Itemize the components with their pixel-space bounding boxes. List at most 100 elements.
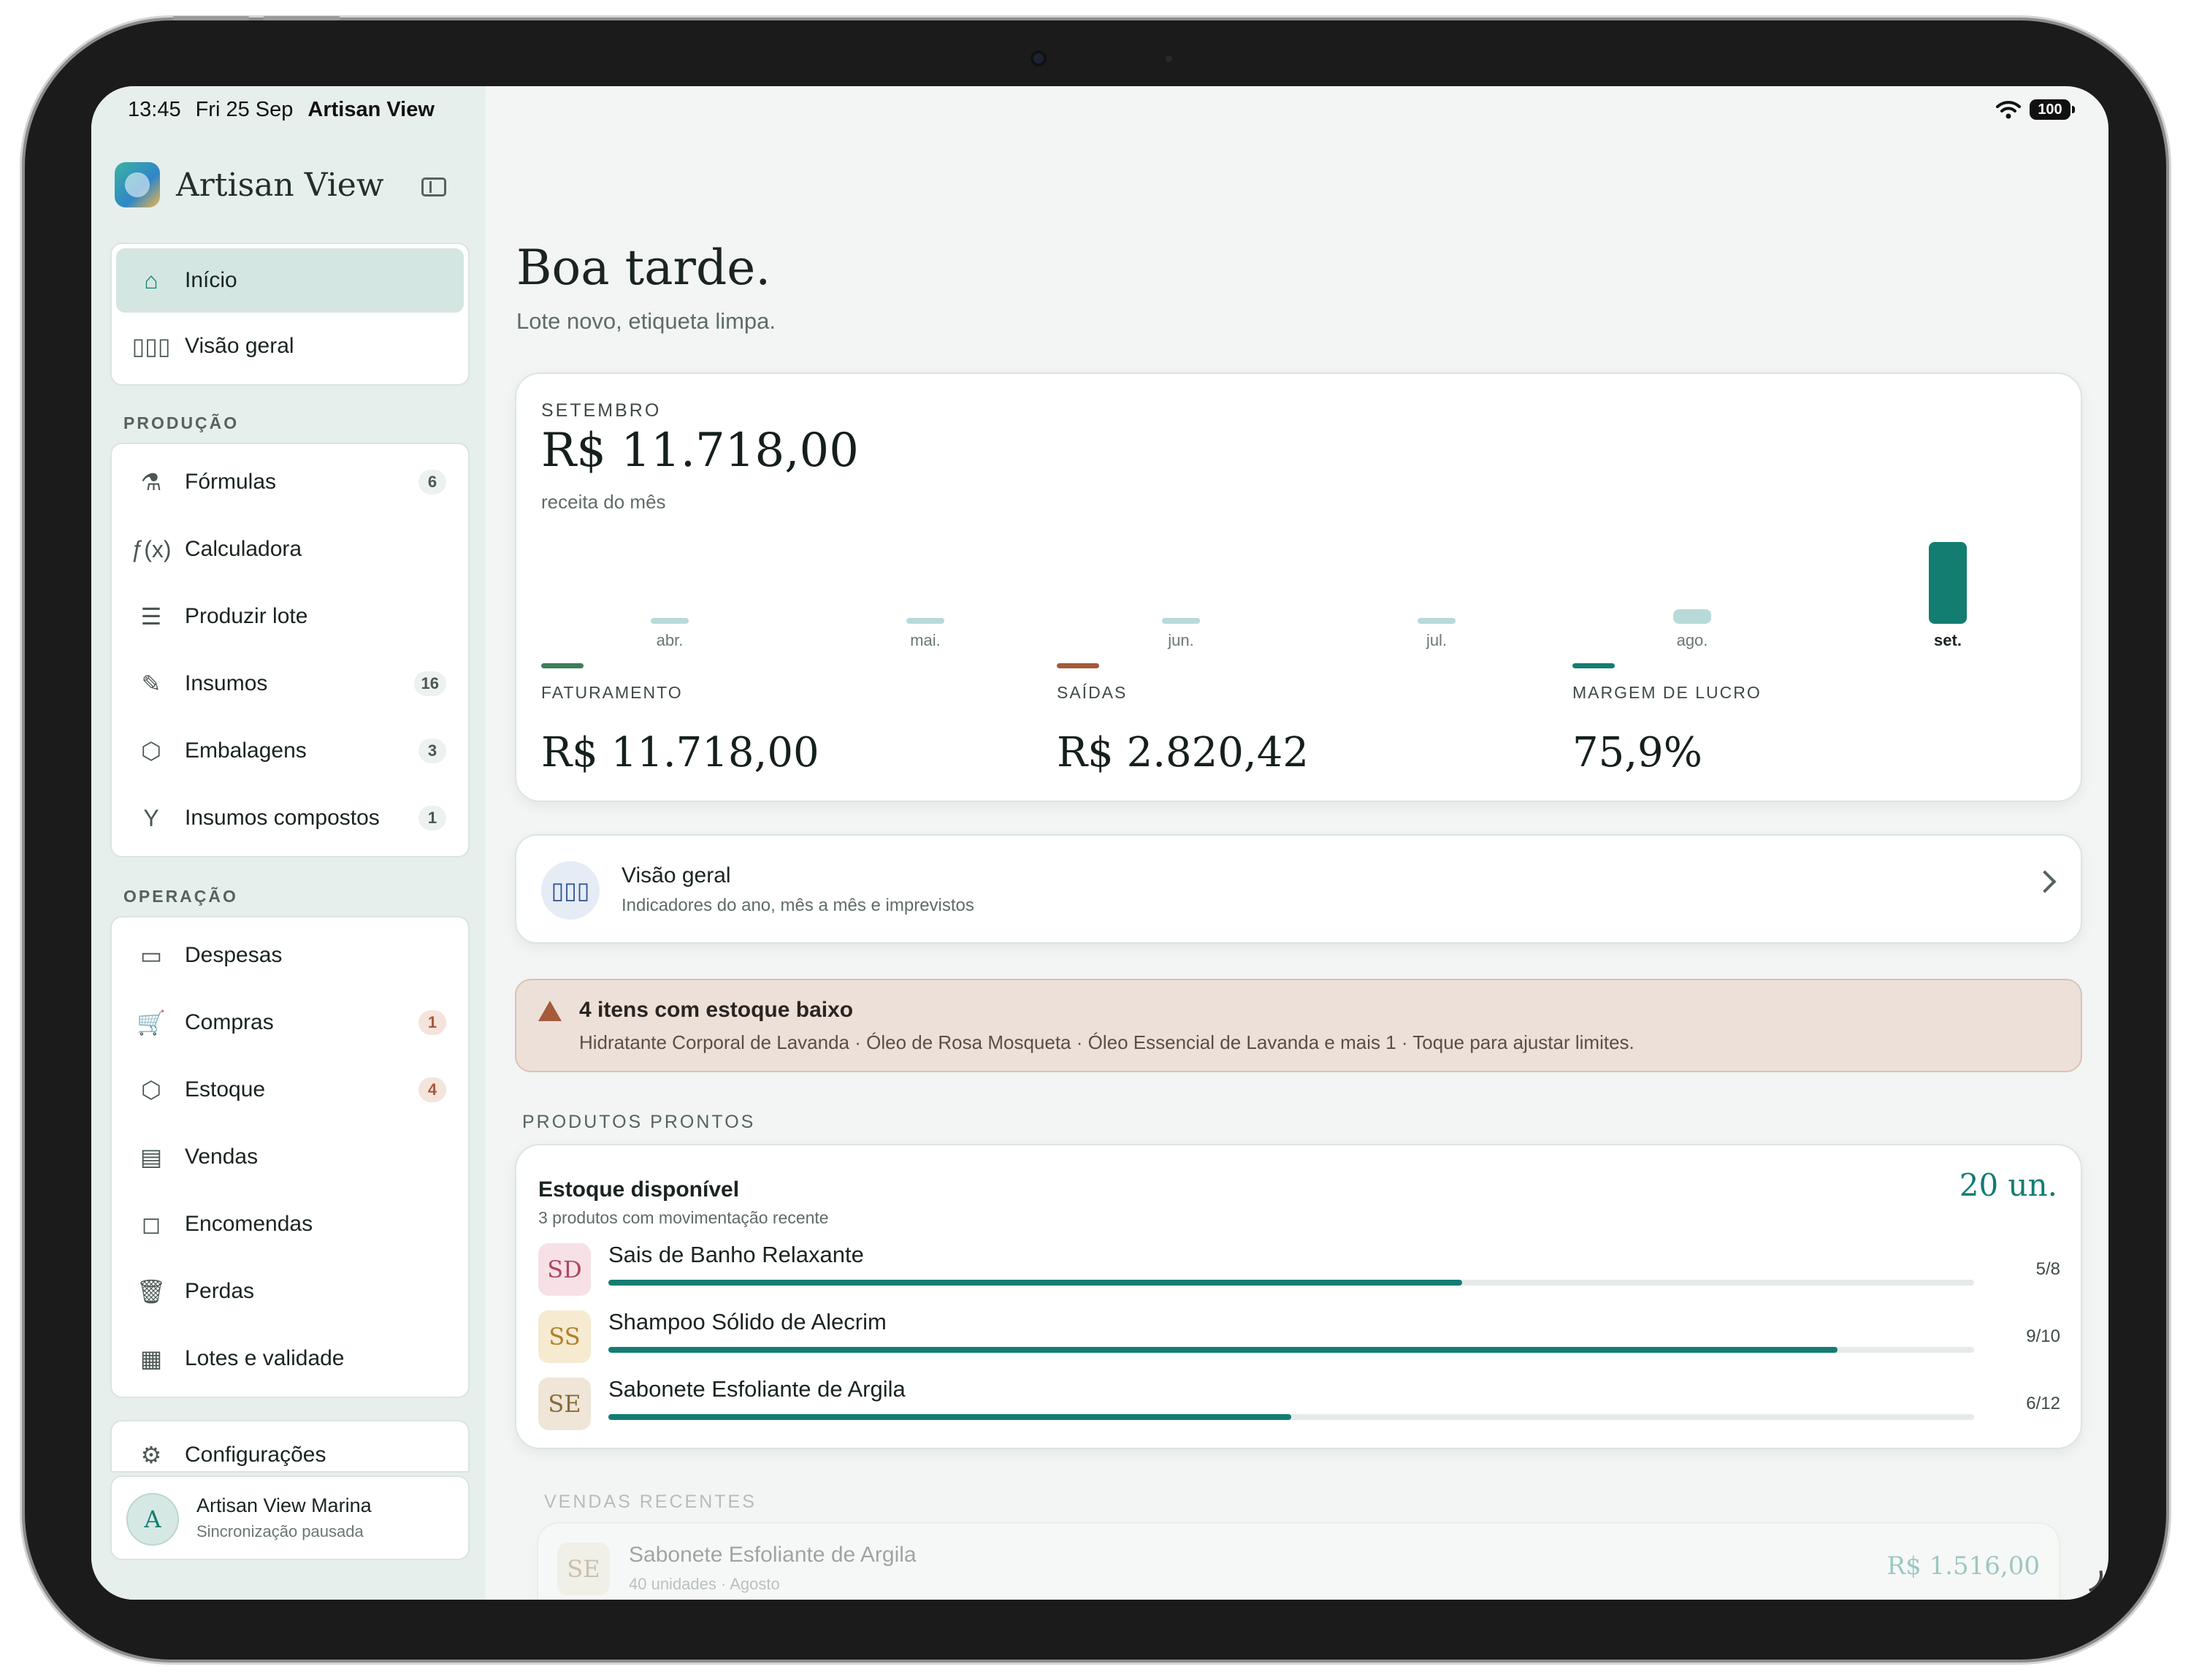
- sidebar-item-label: Produzir lote: [185, 604, 308, 628]
- wifi-icon: [1996, 101, 2021, 119]
- chart-x-label: set.: [1934, 631, 1962, 649]
- chart-bar: [1929, 542, 1967, 624]
- stat-label: FATURAMENTO: [541, 683, 683, 702]
- sidebar-item-label: Configurações: [185, 1443, 326, 1467]
- sidebar-item-insumos[interactable]: ✎ Insumos 16: [116, 650, 464, 717]
- overview-subtitle: Indicadores do ano, mês a mês e imprevis…: [622, 896, 974, 915]
- revenue-chart: abr. mai. jun. jul. ago. set.: [516, 520, 2081, 652]
- app-logo-icon: [115, 162, 160, 207]
- stat-faturamento: FATURAMENTO R$ 11.718,00: [541, 663, 819, 776]
- count-badge: 1: [418, 806, 446, 831]
- sidebar-item-despesas[interactable]: ▭ Despesas: [116, 922, 464, 989]
- alert-title: 4 itens com estoque baixo: [579, 998, 854, 1022]
- sidebar-item-perdas[interactable]: 🗑 Perdas: [116, 1258, 464, 1325]
- brand[interactable]: Artisan View: [115, 162, 383, 207]
- nav-group-main: ⌂ Início ▯▯▯ Visão geral: [110, 243, 470, 386]
- sidebar-item-estoque[interactable]: ⬡ Estoque 4: [116, 1056, 464, 1123]
- sidebar: Artisan View ⌂ Início ▯▯▯ Visão geral PRODU…: [91, 86, 486, 1600]
- stock-progress-bar: [608, 1414, 1974, 1420]
- bag-icon: ◻: [141, 1211, 161, 1237]
- sidebar-item-visao-geral[interactable]: ▯▯▯ Visão geral: [116, 313, 464, 380]
- warning-icon: [538, 1001, 562, 1021]
- stock-progress-fill: [608, 1347, 1838, 1353]
- section-title-recent-sales: VENDAS RECENTES: [544, 1492, 757, 1512]
- sidebar-item-label: Vendas: [185, 1145, 259, 1169]
- stock-subtitle: 3 produtos com movimentação recente: [538, 1208, 829, 1227]
- status-time: 13:45: [128, 98, 181, 121]
- stock-card[interactable]: Estoque disponível 3 produtos com movime…: [515, 1144, 2082, 1449]
- user-name: Artisan View Marina: [196, 1494, 372, 1516]
- sidebar-item-inicio[interactable]: ⌂ Início: [116, 248, 464, 313]
- low-stock-alert[interactable]: 4 itens com estoque baixo Hidratante Cor…: [515, 979, 2082, 1072]
- top-button: [263, 16, 340, 20]
- sidebar-item-label: Perdas: [185, 1279, 255, 1303]
- sidebar-item-produzir-lote[interactable]: ☰ Produzir lote: [116, 583, 464, 650]
- stock-progress-bar: [608, 1280, 1974, 1286]
- sidebar-item-label: Lotes e validade: [185, 1346, 345, 1370]
- chart-bar: [651, 618, 689, 624]
- sidebar-item-label: Estoque: [185, 1077, 266, 1101]
- sidebar-item-configuracoes[interactable]: ⚙ Configurações: [116, 1421, 464, 1471]
- screen: 13:45 Fri 25 Sep Artisan View 100 Artisa…: [91, 86, 2108, 1600]
- main-content: Boa tarde. Lote novo, etiqueta limpa. SE…: [486, 86, 2108, 1600]
- calendar-icon: ▦: [139, 1345, 163, 1372]
- recent-sale-row[interactable]: SE Sabonete Esfoliante de Argila 40 unid…: [537, 1522, 2060, 1600]
- battery-icon: 100: [2030, 99, 2075, 120]
- cart-icon: 🛒: [137, 1009, 166, 1036]
- sidebar-item-label: Embalagens: [185, 738, 307, 763]
- sidebar-item-encomendas[interactable]: ◻ Encomendas: [116, 1191, 464, 1258]
- sidebar-item-lotes-e-validade[interactable]: ▦ Lotes e validade: [116, 1325, 464, 1392]
- checklist-icon: ☰: [140, 603, 162, 630]
- package-icon: ⬡: [141, 738, 161, 764]
- receipt-icon: ▤: [139, 1144, 163, 1170]
- chevron-right-icon: [2033, 870, 2057, 893]
- stock-total: 20 un.: [1959, 1167, 2057, 1203]
- sidebar-item-vendas[interactable]: ▤ Vendas: [116, 1123, 464, 1191]
- sidebar-item-insumos-compostos[interactable]: Y Insumos compostos 1: [116, 784, 464, 852]
- revenue-month: SETEMBRO: [541, 400, 662, 421]
- overview-link-card[interactable]: ▯▯▯ Visão geral Indicadores do ano, mês …: [515, 834, 2082, 944]
- box-icon: ⬡: [141, 1077, 161, 1103]
- clipboard-icon: ✎: [141, 671, 161, 697]
- card-icon: ▭: [139, 942, 163, 969]
- product-initials: SS: [538, 1310, 591, 1363]
- alert-text: Hidratante Corporal de Lavanda · Óleo de…: [579, 1031, 1634, 1053]
- nav-group-settings: ⚙ Configurações: [110, 1420, 470, 1473]
- user-card[interactable]: A Artisan View Marina Sincronização paus…: [110, 1475, 470, 1560]
- sale-value: R$ 1.516,00: [1886, 1551, 2040, 1581]
- sidebar-item-label: Calculadora: [185, 537, 302, 561]
- count-badge: 3: [418, 738, 446, 763]
- sidebar-item-embalagens[interactable]: ⬡ Embalagens 3: [116, 717, 464, 784]
- revenue-total: R$ 11.718,00: [541, 424, 859, 478]
- product-name: Shampoo Sólido de Alecrim: [608, 1309, 887, 1335]
- sidebar-item-formulas[interactable]: ⚗ Fórmulas 6: [116, 448, 464, 516]
- status-bar: 13:45 Fri 25 Sep Artisan View 100: [91, 86, 2108, 133]
- sidebar-item-label: Despesas: [185, 943, 283, 967]
- stat-label: MARGEM DE LUCRO: [1572, 683, 1762, 702]
- product-initials: SE: [538, 1378, 591, 1430]
- revenue-card[interactable]: SETEMBRO R$ 11.718,00 receita do mês abr…: [515, 373, 2082, 802]
- chart-bar: [1162, 618, 1200, 624]
- product-row[interactable]: SD Sais de Banho Relaxante 5/8: [538, 1240, 2062, 1300]
- sidebar-item-compras[interactable]: 🛒 Compras 1: [116, 989, 464, 1056]
- chart-bar: [1418, 618, 1456, 624]
- avatar: A: [126, 1493, 179, 1546]
- brand-name: Artisan View: [176, 166, 384, 204]
- stat-label: SAÍDAS: [1057, 683, 1128, 702]
- section-title-production: PRODUÇÃO: [123, 413, 240, 432]
- front-camera: [1033, 53, 1044, 64]
- nav-group-production: ⚗ Fórmulas 6 ƒ(x) Calculadora ☰ Produzir lote ✎…: [110, 443, 470, 858]
- product-row[interactable]: SE Sabonete Esfoliante de Argila 6/12: [538, 1375, 2062, 1435]
- stat-accent-line: [1057, 663, 1099, 668]
- sidebar-item-label: Encomendas: [185, 1212, 313, 1236]
- product-row[interactable]: SS Shampoo Sólido de Alecrim 9/10: [538, 1307, 2062, 1367]
- count-badge: 1: [418, 1010, 446, 1035]
- stat-value: R$ 11.718,00: [541, 729, 819, 776]
- overview-title: Visão geral: [622, 863, 731, 887]
- sidebar-item-calculadora[interactable]: ƒ(x) Calculadora: [116, 516, 464, 583]
- page-subtitle: Lote novo, etiqueta limpa.: [516, 308, 776, 334]
- sidebar-toggle-icon[interactable]: [421, 177, 446, 196]
- sidebar-item-label: Insumos compostos: [185, 806, 380, 830]
- nav-group-operation: ▭ Despesas 🛒 Compras 1 ⬡ Estoque 4 ▤ Vendas ◻ Encom…: [110, 916, 470, 1398]
- status-app-name: Artisan View: [307, 98, 435, 121]
